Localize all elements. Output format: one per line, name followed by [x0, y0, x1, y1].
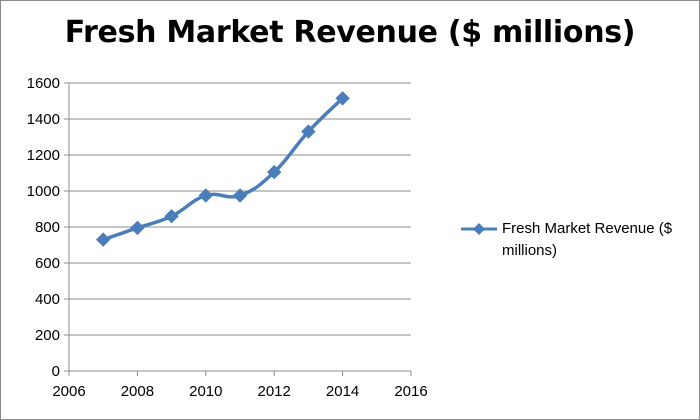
data-point-2013: [301, 124, 316, 139]
y-tick-label-1400: 1400: [27, 111, 60, 128]
y-tick-label-1000: 1000: [27, 183, 60, 200]
y-tick-label-0: 0: [52, 363, 60, 380]
axes: [64, 82, 412, 376]
data-point-2010: [198, 188, 214, 203]
chart-title: Fresh Market Revenue ($ millions): [64, 15, 636, 50]
data-point-2012: [266, 164, 282, 180]
x-tick-label-2008: 2008: [121, 383, 154, 400]
y-tick-label-600: 600: [35, 255, 60, 272]
x-tick-label-2012: 2012: [258, 383, 291, 400]
y-tick-label-200: 200: [35, 327, 60, 344]
data-point-2014: [335, 91, 350, 106]
data-point-2009: [164, 208, 179, 224]
y-tick-label-800: 800: [35, 219, 60, 236]
y-tick-label-1600: 1600: [27, 75, 60, 92]
y-tick-label-400: 400: [35, 291, 60, 308]
legend-label: Fresh Market Revenue ($ millions): [502, 220, 673, 259]
series-layer: [95, 91, 350, 247]
y-tick-labels: 0 200 400 600 800 1000 1200 1400 1600: [27, 75, 60, 380]
y-tick-label-1200: 1200: [27, 147, 60, 164]
data-point-2007: [95, 232, 111, 247]
x-tick-labels: 2006 2008 2010 2012 2014 2016: [52, 383, 427, 400]
data-point-2008: [130, 220, 145, 236]
data-point-2011: [232, 188, 248, 203]
gridlines: [69, 82, 411, 336]
legend-swatch: [461, 223, 497, 235]
x-tick-label-2010: 2010: [189, 383, 222, 400]
x-tick-label-2006: 2006: [52, 383, 85, 400]
x-tick-label-2014: 2014: [326, 383, 359, 400]
x-tick-label-2016: 2016: [394, 383, 427, 400]
